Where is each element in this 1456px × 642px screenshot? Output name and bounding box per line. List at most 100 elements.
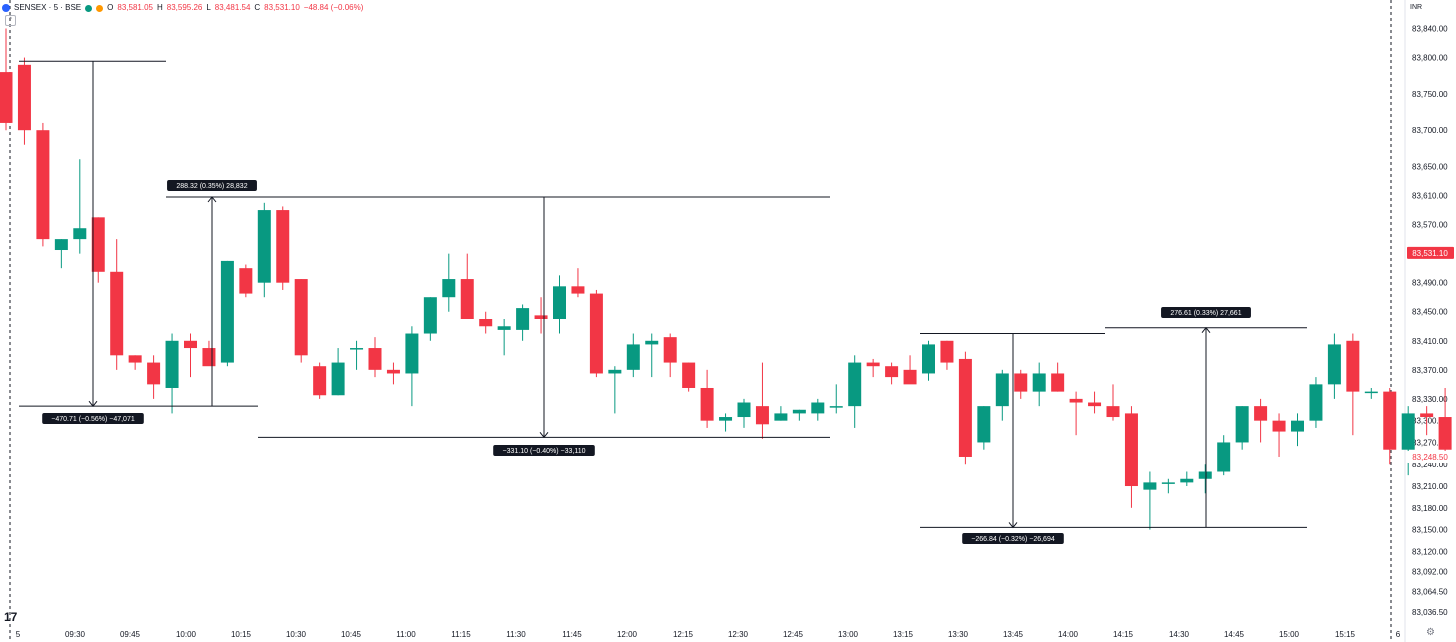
measure-label-box [167,180,257,191]
time-axis-label: 10:15 [231,630,252,639]
price-tick-label: 83,270.00 [1412,438,1448,447]
price-tick-label: 83,750.00 [1412,90,1448,99]
price-tick-label: 83,450.00 [1412,308,1448,317]
candle-body [184,340,197,349]
candle-body [829,406,843,408]
candle-body [17,64,31,131]
candle-body [165,340,179,388]
candle-body [1254,406,1268,421]
candle-body [792,409,806,414]
collapse-icon[interactable]: ⌃ [5,15,16,26]
price-tick-label: 83,064.50 [1412,588,1448,597]
settings-icon[interactable]: ⚙ [1426,627,1435,638]
time-axis-label: 11:15 [451,630,471,639]
price-tick-label: 83,700.00 [1412,126,1448,135]
candle-body [386,369,400,374]
time-axis-label: 11:30 [506,630,526,639]
high-value: 83,595.26 [166,3,203,12]
price-badge-label: 83,248.50 [1412,453,1448,462]
time-axis-label: 14:15 [1113,630,1134,639]
candle-body [1069,398,1083,403]
candle-body [1051,373,1065,392]
price-tick-label: 83,210.00 [1412,482,1448,491]
time-axis-label: 13:00 [838,630,859,639]
candle-body [1383,391,1397,450]
candle-body [460,279,474,319]
price-tick-label: 83,840.00 [1412,25,1448,34]
candle-body [294,279,308,356]
candle-body [719,417,733,421]
candle-body [1401,413,1415,450]
time-axis-label: 12:00 [617,630,638,639]
time-axis-label: 10:00 [176,630,197,639]
time-axis-label: 12:15 [673,630,694,639]
candle-body [1198,471,1212,479]
close-value: 83,531.10 [264,3,300,12]
time-axis-label: 13:30 [948,630,969,639]
tradingview-logo-icon[interactable]: 17 [4,610,18,624]
measure-label: 288.32 (0.35%) 28,832 [176,183,247,190]
candle-body [848,362,862,407]
time-axis-label: 09:45 [120,630,141,639]
measure-label: −331.10 (−0.40%) −33,110 [503,448,586,455]
candle-body [1124,413,1138,487]
candle-body [91,217,105,272]
price-tick-label: 83,036.50 [1412,608,1448,617]
time-axis-label: 12:45 [783,630,804,639]
price-tick-label: 83,092.00 [1412,568,1448,577]
candle-body [516,308,530,330]
measure-arrow-head [207,196,217,203]
price-tick-label: 83,800.00 [1412,54,1448,63]
candle-body [958,358,972,457]
time-axis-label: 09:30 [65,630,86,639]
candle-body [903,369,917,385]
symbol-title[interactable]: SENSEX · 5 · BSE [14,3,82,12]
low-value: 83,481.54 [214,3,251,12]
price-tick-label: 83,650.00 [1412,163,1448,172]
candle-body [257,210,271,283]
time-axis-label: 14:00 [1058,630,1079,639]
time-axis-label: 12:30 [728,630,749,639]
price-tick-label: 83,410.00 [1412,337,1448,346]
candle-body [940,340,954,363]
measure-arrow-head [539,432,549,439]
candle-body [423,297,437,334]
price-tick-label: 83,120.00 [1412,547,1448,556]
candle-body [1364,391,1378,394]
candle-body [645,340,659,345]
candle-body [885,366,899,378]
time-axis-label: 10:45 [341,630,362,639]
candle-body [534,315,548,319]
candle-body [1106,406,1120,418]
price-badge [1407,246,1454,259]
time-axis-label: 14:30 [1169,630,1190,639]
candle-body [995,373,1009,407]
high-label: H [156,3,163,12]
symbol-header: SENSEX · 5 · BSE O 83,581.05 H 83,595.26 L… [2,2,363,14]
price-badge [1407,450,1454,463]
candle-body [553,286,566,319]
time-axis-label: 13:45 [1003,630,1024,639]
candle-body [331,362,345,396]
symbol-icon [2,4,10,12]
candle-body [737,402,751,418]
candle-body [73,228,87,240]
candle-body [202,348,216,367]
candle-body [755,406,769,425]
candle-body [1143,482,1157,490]
candle-body [977,406,991,443]
price-tick-label: 83,330.00 [1412,395,1448,404]
candle-body [589,293,603,374]
candle-body [1235,406,1249,443]
candle-body [774,413,788,421]
price-tick-label: 83,150.00 [1412,526,1448,535]
candle-body [922,344,935,374]
open-value: 83,581.05 [117,3,153,12]
candle-body [811,402,825,414]
time-axis-label: 15:15 [1335,630,1356,639]
candle-body [1014,373,1028,392]
price-tick-label: 83,240.00 [1412,460,1448,469]
measure-arrow-head [88,400,98,407]
measure-arrow-head [1008,522,1018,529]
